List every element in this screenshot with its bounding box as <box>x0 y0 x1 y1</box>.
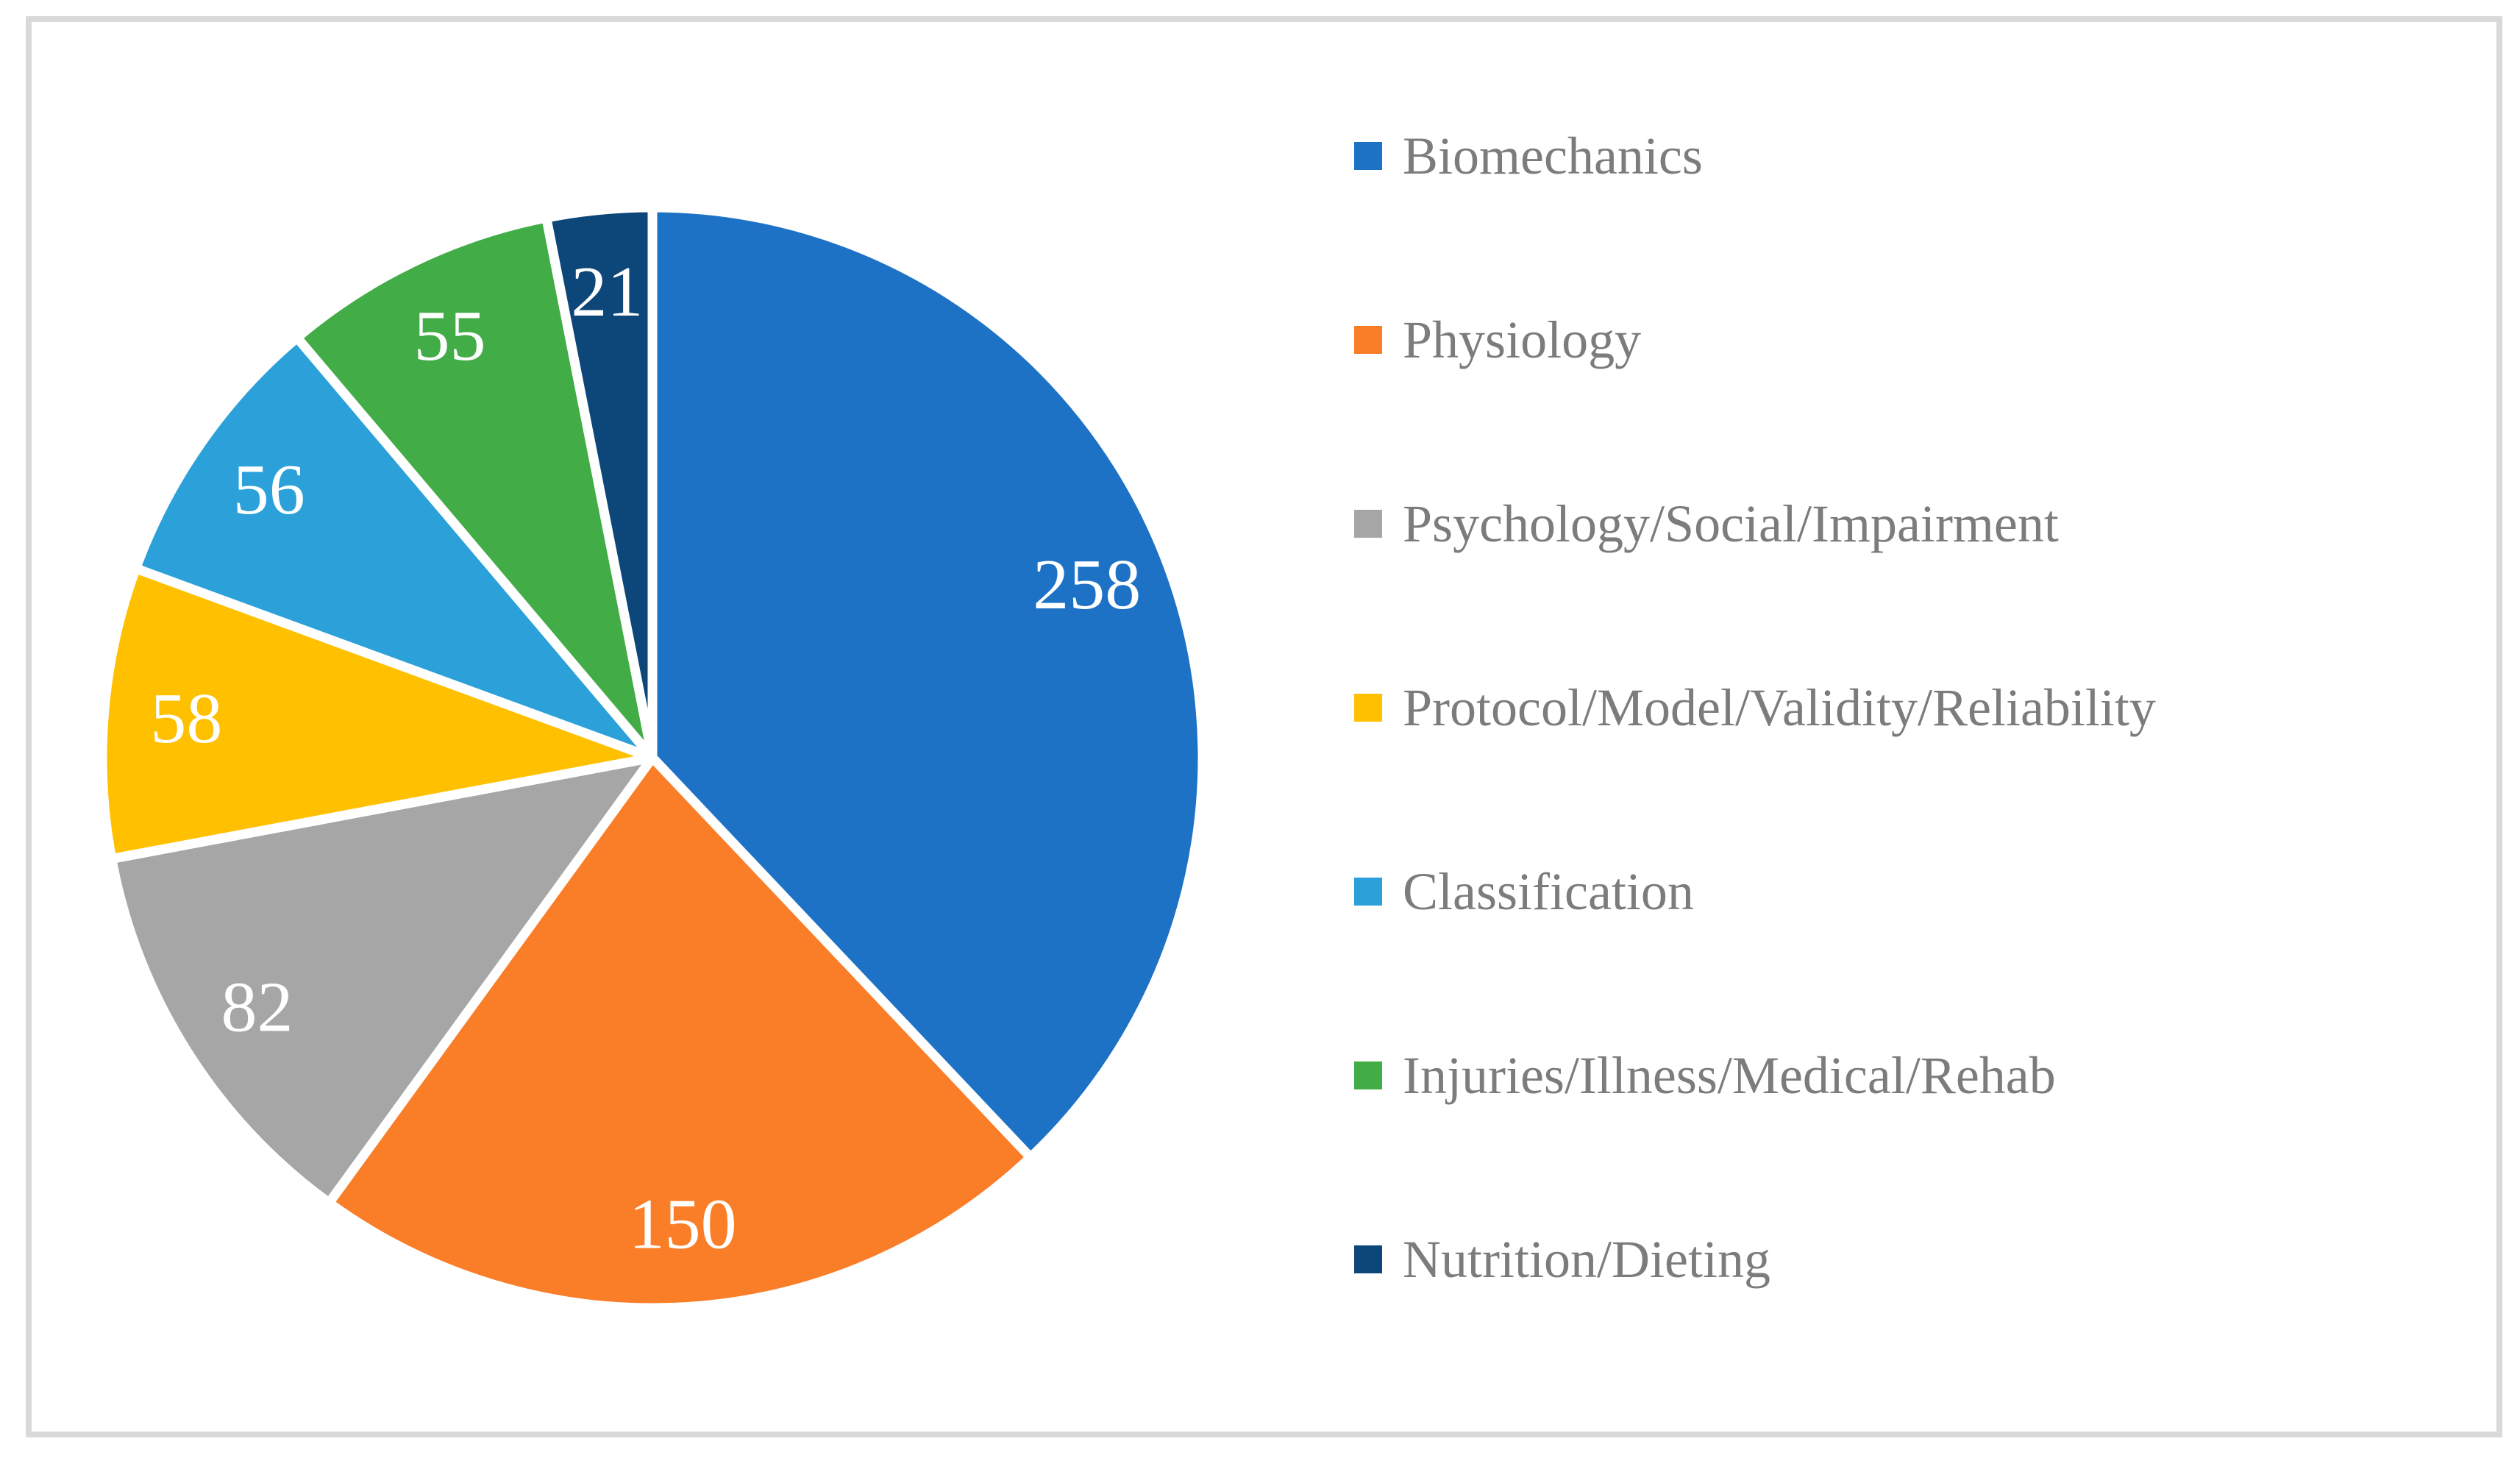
legend-item-classification: Classification <box>1354 800 2156 984</box>
legend-swatch-icon <box>1354 1062 1382 1089</box>
legend-swatch-icon <box>1354 326 1382 354</box>
legend-swatch-icon <box>1354 510 1382 538</box>
pie-slice-physiology <box>324 753 1036 1313</box>
legend-label: Psychology/Social/Impairment <box>1403 494 2059 553</box>
legend-label: Biomechanics <box>1403 127 1703 185</box>
pie-slice-injuries-illness-medical-rehab <box>292 213 658 763</box>
legend-item-physiology: Physiology <box>1354 248 2156 432</box>
legend-swatch-icon <box>1354 878 1382 906</box>
legend-label: Injuries/Illness/Medical/Rehab <box>1403 1046 2056 1105</box>
slice-value-label: 21 <box>571 252 643 332</box>
legend-item-nutrition-dieting: Nutrition/Dieting <box>1354 1167 2156 1351</box>
legend: Biomechanics Physiology Psychology/Social/… <box>1354 64 2156 1351</box>
slice-value-label: 150 <box>629 1185 737 1265</box>
pie-slice-classification <box>131 333 658 763</box>
slice-value-label: 58 <box>150 679 222 758</box>
legend-item-injuries-illness-medical-rehab: Injuries/Illness/Medical/Rehab <box>1354 984 2156 1167</box>
slice-value-label: 56 <box>233 450 305 530</box>
slice-value-label: 258 <box>1033 545 1141 625</box>
legend-item-biomechanics: Biomechanics <box>1354 64 2156 248</box>
legend-swatch-icon <box>1354 1245 1382 1273</box>
slice-value-label: 55 <box>414 296 486 376</box>
legend-label: Nutrition/Dieting <box>1403 1230 1770 1289</box>
legend-label: Physiology <box>1403 310 1642 369</box>
pie-slice-biomechanics <box>647 202 1208 1162</box>
legend-swatch-icon <box>1354 142 1382 170</box>
pie-slice-protocol-model-validity-reliability <box>97 563 658 864</box>
legend-label: Protocol/Model/Validity/Reliability <box>1403 678 2156 737</box>
pie-slice-psychology-social-impairment <box>107 753 658 1208</box>
legend-item-psychology-social-impairment: Psychology/Social/Impairment <box>1354 432 2156 616</box>
slice-value-label: 82 <box>221 968 293 1048</box>
legend-label: Classification <box>1403 862 1694 921</box>
pie-slice-nutrition-dieting <box>541 202 658 763</box>
legend-swatch-icon <box>1354 694 1382 722</box>
legend-item-protocol-model-validity-reliability: Protocol/Model/Validity/Reliability <box>1354 616 2156 800</box>
